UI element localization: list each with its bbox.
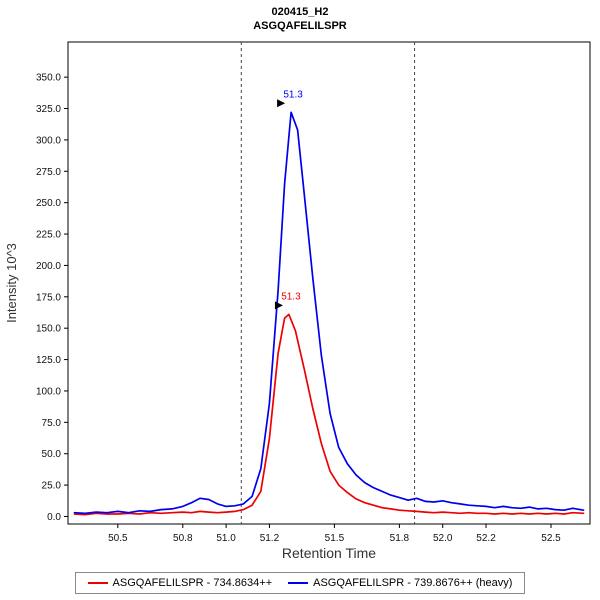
legend-item-light: ASGQAFELILSPR - 734.8634++	[87, 576, 273, 589]
plot-frame	[67, 41, 591, 524]
legend-swatch-heavy	[288, 581, 309, 584]
series-line-light	[73, 313, 585, 515]
legend-item-heavy: ASGQAFELILSPR - 739.8676++ (heavy)	[288, 577, 512, 589]
x-tick-label: 50.5	[108, 533, 128, 544]
chart-titles: 020415_H2 ASGQAFELILSPR	[0, 0, 600, 34]
y-tick-label: 225.0	[36, 229, 61, 240]
x-tick-label: 51.2	[260, 533, 280, 544]
chart-title: 020415_H2	[271, 6, 329, 18]
legend-swatch-light	[87, 581, 108, 584]
x-tick-label: 52.5	[541, 533, 561, 544]
peak-rt-annotation: 51.3	[283, 89, 303, 100]
chart-subtitle: ASGQAFELILSPR	[253, 19, 347, 32]
x-tick-label: 51.5	[325, 533, 345, 544]
x-tick-label: 52.2	[476, 533, 496, 544]
series-line-heavy	[73, 110, 585, 514]
y-tick-label: 200.0	[36, 260, 61, 271]
y-tick-label: 125.0	[36, 355, 61, 366]
x-axis-label: Retention Time	[282, 545, 376, 561]
y-tick-label: 350.0	[36, 72, 61, 83]
y-tick-label: 50.0	[42, 449, 62, 460]
x-tick-label: 51.8	[390, 533, 410, 544]
y-tick-label: 275.0	[36, 166, 61, 177]
peak-arrow-icon	[277, 98, 286, 107]
legend-label-heavy: ASGQAFELILSPR - 739.8676++ (heavy)	[313, 576, 513, 589]
legend-container: ASGQAFELILSPR - 734.8634++ ASGQAFELILSPR…	[0, 571, 600, 594]
x-tick-label: 50.8	[173, 533, 193, 544]
y-tick-label: 175.0	[36, 292, 61, 303]
y-tick-label: 75.0	[42, 417, 62, 428]
y-tick-label: 150.0	[36, 323, 61, 334]
y-tick-label: 25.0	[42, 480, 62, 491]
x-tick-label: 52.0	[433, 533, 453, 544]
peak-arrow-icon	[274, 300, 283, 309]
legend-label-light: ASGQAFELILSPR - 734.8634++	[112, 576, 273, 589]
y-tick-label: 0.0	[47, 511, 61, 522]
y-tick-label: 325.0	[36, 104, 61, 115]
legend: ASGQAFELILSPR - 734.8634++ ASGQAFELILSPR…	[74, 571, 526, 594]
y-tick-label: 100.0	[36, 386, 61, 397]
y-axis-label: Intensity 10^3	[4, 243, 19, 323]
peak-rt-annotation: 51.3	[281, 291, 301, 302]
y-tick-label: 250.0	[36, 198, 61, 209]
chromatogram-plot: Intensity 10^3 Retention Time 0.0 25.0 50.…	[4, 41, 591, 561]
y-tick-label: 300.0	[36, 135, 61, 146]
x-tick-label: 51.0	[216, 533, 236, 544]
